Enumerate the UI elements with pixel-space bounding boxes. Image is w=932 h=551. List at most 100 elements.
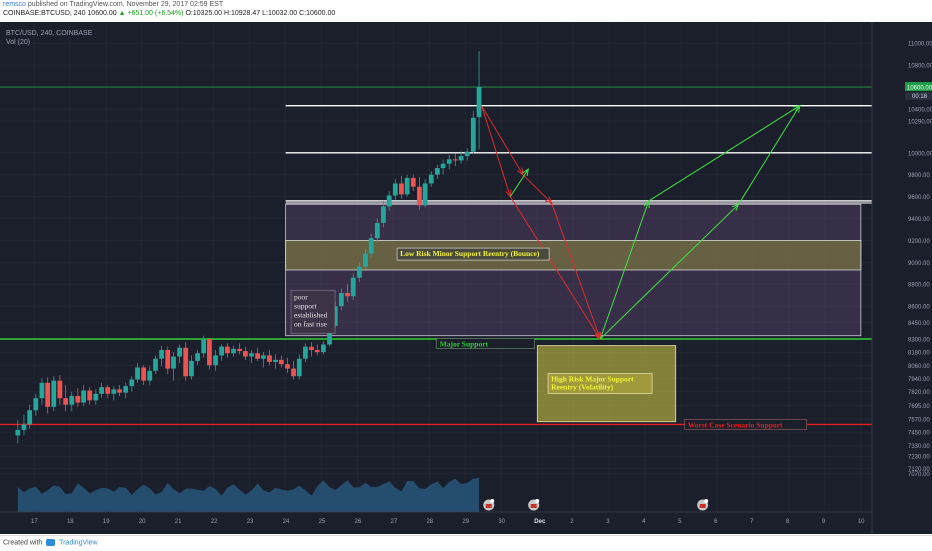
candle-body[interactable]: [416, 186, 422, 206]
candle-body[interactable]: [273, 359, 278, 363]
candle-body[interactable]: [99, 387, 104, 394]
candle-body[interactable]: [285, 364, 290, 369]
candle-body[interactable]: [39, 382, 45, 399]
zone-yellow-band[interactable]: [285, 240, 862, 271]
candle-body[interactable]: [267, 355, 272, 363]
candle-body[interactable]: [63, 398, 69, 405]
price-tick-label: 9800.00: [908, 173, 930, 179]
candle-body[interactable]: [399, 183, 404, 195]
candle-body[interactable]: [296, 358, 302, 377]
candle-body[interactable]: [129, 379, 135, 387]
candle-body[interactable]: [195, 353, 200, 361]
candle-body[interactable]: [135, 367, 140, 380]
candle-body[interactable]: [470, 117, 476, 152]
candle-body[interactable]: [291, 368, 296, 377]
candle-body[interactable]: [93, 393, 99, 401]
candle-body[interactable]: [165, 349, 171, 369]
candle-body[interactable]: [249, 353, 254, 357]
candle-body[interactable]: [422, 183, 428, 206]
candle-body[interactable]: [404, 177, 410, 195]
candle-body[interactable]: [15, 429, 21, 436]
major-support-label[interactable]: Major Support: [436, 338, 535, 349]
candle-body[interactable]: [111, 389, 117, 394]
candle-body[interactable]: [320, 344, 326, 353]
candle-body[interactable]: [458, 156, 464, 161]
candle-body[interactable]: [123, 386, 129, 393]
candle-body[interactable]: [159, 349, 165, 359]
event-marker-icon[interactable]: [483, 499, 495, 511]
candle-body[interactable]: [75, 395, 81, 403]
candle-body[interactable]: [446, 159, 452, 164]
candle-body[interactable]: [57, 380, 63, 399]
candle-body[interactable]: [207, 339, 212, 366]
tradingview-brand[interactable]: TradingView: [59, 539, 98, 547]
candle-body[interactable]: [242, 351, 248, 357]
candle-body[interactable]: [278, 359, 284, 365]
green-arrow[interactable]: [509, 168, 529, 197]
candle-body[interactable]: [51, 380, 57, 407]
candle-body[interactable]: [27, 410, 33, 425]
candle-body[interactable]: [350, 277, 356, 297]
candle-body[interactable]: [117, 389, 122, 393]
candle-body[interactable]: [314, 349, 320, 353]
low-risk-label[interactable]: Low Risk Minor Support Reentry (Bounce): [396, 247, 550, 261]
author-link[interactable]: remsco: [3, 1, 26, 8]
candle-body[interactable]: [303, 346, 308, 359]
candle-body[interactable]: [434, 168, 440, 175]
chart-area[interactable]: Low Risk Minor Support Reentry (Bounce) H…: [0, 22, 932, 534]
candle-body[interactable]: [219, 346, 225, 356]
candle-body[interactable]: [45, 382, 51, 407]
candle-body[interactable]: [189, 360, 194, 377]
chart-svg[interactable]: Low Risk Minor Support Reentry (Bounce) H…: [0, 22, 932, 534]
candle-body[interactable]: [225, 346, 230, 354]
time-tick-label: 27: [391, 519, 398, 525]
candle-body[interactable]: [363, 253, 368, 267]
event-marker-icon[interactable]: [528, 499, 540, 511]
candle-body[interactable]: [105, 387, 111, 394]
candle-body[interactable]: [141, 367, 147, 381]
candle-body[interactable]: [386, 195, 392, 207]
red-arrow[interactable]: [551, 203, 601, 340]
candle-body[interactable]: [183, 347, 189, 377]
time-tick-label: Dec: [534, 519, 546, 525]
candle-body[interactable]: [327, 325, 332, 345]
red-arrow[interactable]: [481, 105, 553, 204]
candle-body[interactable]: [374, 222, 380, 239]
candle-body[interactable]: [338, 292, 344, 307]
time-tick-label: 26: [355, 519, 362, 525]
candle-body[interactable]: [452, 159, 458, 161]
candle-body[interactable]: [464, 151, 470, 157]
candle-body[interactable]: [260, 355, 266, 359]
candle-body[interactable]: [476, 87, 482, 118]
candle-body[interactable]: [171, 356, 176, 369]
event-marker-icon[interactable]: [697, 499, 709, 511]
candle-body[interactable]: [177, 347, 182, 357]
price-axis-bg: [872, 22, 932, 534]
candle-body[interactable]: [213, 355, 218, 366]
major-support-label-box: [436, 338, 535, 349]
candle-body[interactable]: [231, 348, 236, 354]
candle-body[interactable]: [381, 206, 386, 223]
candle-body[interactable]: [309, 346, 314, 350]
candle-body[interactable]: [237, 348, 243, 352]
candle-body[interactable]: [440, 163, 446, 169]
candle-body[interactable]: [345, 292, 350, 297]
candle-body[interactable]: [255, 353, 261, 359]
event-marker-flag: [699, 504, 706, 508]
candle-body[interactable]: [69, 395, 75, 405]
candle-body[interactable]: [153, 358, 158, 371]
candle-body[interactable]: [21, 424, 27, 430]
candle-body[interactable]: [201, 339, 207, 354]
candle-body[interactable]: [410, 177, 416, 187]
candle-body[interactable]: [368, 238, 374, 254]
candle-body[interactable]: [392, 183, 398, 196]
candle-body[interactable]: [356, 266, 362, 278]
candle-body[interactable]: [147, 370, 153, 381]
candle-body[interactable]: [33, 398, 39, 411]
worst-case-label[interactable]: Worst Case Scenario Support: [684, 419, 808, 430]
candle-body[interactable]: [81, 390, 87, 403]
candle-body[interactable]: [87, 390, 93, 401]
candle-body[interactable]: [428, 174, 434, 184]
